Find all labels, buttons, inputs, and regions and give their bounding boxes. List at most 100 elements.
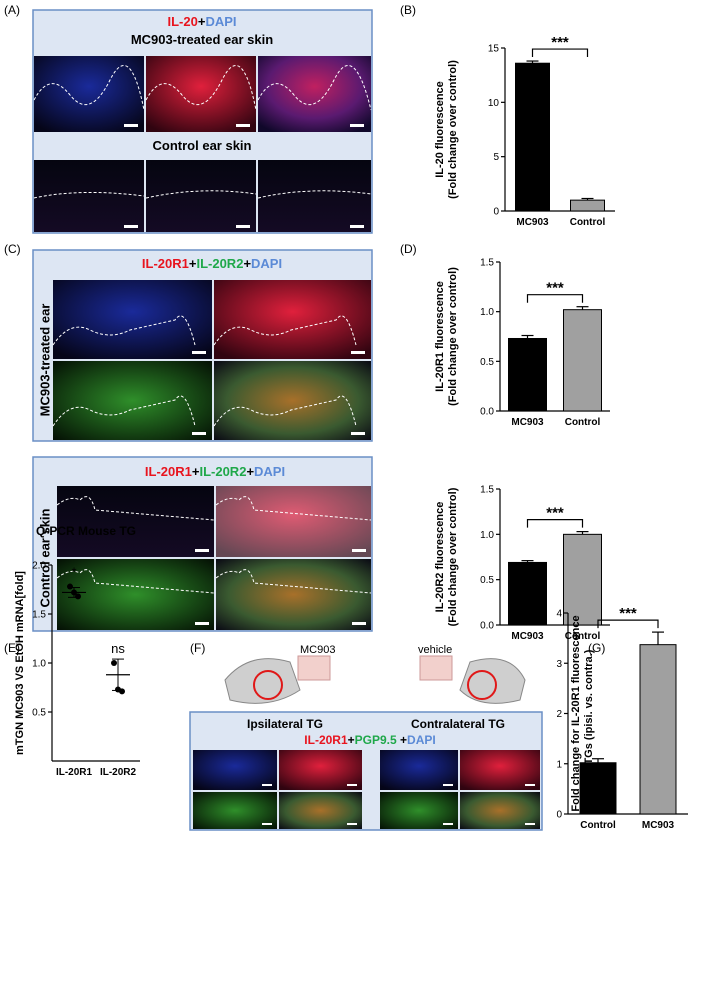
micrograph: [460, 750, 540, 790]
y-tick-label: 15: [488, 44, 500, 55]
y-axis-label: Fold change for IL-20R1 fluorescence: [570, 615, 582, 811]
panel-letter: (F): [190, 641, 205, 655]
micrograph: [146, 56, 256, 132]
significance-label: ***: [546, 505, 564, 522]
x-tick-label: MC903: [511, 631, 544, 642]
x-tick-label: MC903: [516, 217, 549, 228]
y-tick-label: 2.0: [32, 561, 46, 572]
stain-label: IL-20R1+IL-20R2+DAPI: [142, 256, 282, 271]
significance-label: *: [71, 565, 76, 580]
y-axis-label: IL-20R2 fluorescence: [434, 502, 446, 613]
x-tick-label: Control: [565, 631, 601, 642]
micrograph: [57, 559, 214, 630]
x-tick-label: MC903: [511, 417, 544, 428]
micrograph: [34, 160, 144, 232]
y-tick-label: 1: [556, 759, 562, 770]
y-tick-label: 1.0: [480, 307, 494, 318]
x-tick-label: Control: [565, 417, 601, 428]
stain-label: IL-20R1+IL-20R2+DAPI: [145, 464, 285, 479]
panel-letter: (C): [4, 242, 21, 256]
y-tick-label: 4: [556, 609, 562, 620]
scale-bars: [124, 124, 535, 825]
y-axis-label: (Fold change over control): [447, 487, 459, 626]
micrograph: [460, 792, 540, 829]
data-point: [119, 688, 125, 695]
significance-label: ***: [619, 605, 637, 622]
skin-illustration: [419, 655, 453, 681]
y-tick-label: 1.0: [480, 530, 494, 541]
column-label: Contralateral TG: [411, 717, 505, 731]
dashed-boundary: [33, 65, 372, 111]
condition-label: vehicle: [418, 644, 452, 656]
x-tick-label: MC903: [642, 820, 675, 831]
micrograph: [380, 750, 458, 790]
micrograph: [279, 750, 362, 790]
micrograph: [214, 361, 371, 440]
y-tick-label: 2: [556, 709, 562, 720]
y-tick-label: 1.5: [480, 258, 494, 269]
y-tick-label: 3: [556, 659, 562, 670]
mouse-illustration: [224, 658, 301, 704]
panel-letter: (E): [4, 641, 20, 655]
micrograph: [258, 56, 371, 132]
y-tick-label: 0: [556, 810, 562, 821]
y-tick-label: 1.5: [480, 485, 494, 496]
y-tick-label: 0.5: [480, 575, 494, 586]
y-tick-label: 0.5: [480, 357, 494, 368]
bar: [579, 762, 617, 815]
micrograph: [214, 280, 371, 359]
dashed-boundary: [33, 190, 372, 199]
row-label: MC903-treated ear skin: [131, 32, 273, 47]
mouse-illustration: [459, 658, 526, 704]
data-point: [111, 660, 117, 666]
dashed-boundary: [52, 315, 357, 427]
significance-label: ns: [111, 641, 125, 656]
significance-bracket: [531, 48, 589, 58]
micrograph: [258, 160, 371, 232]
y-tick-label: 0.0: [480, 621, 494, 632]
side-label: MC903-treated ear: [37, 304, 52, 417]
x-tick-label: IL-20R2: [100, 767, 137, 778]
bar: [563, 533, 602, 626]
panel-letter: (B): [400, 3, 416, 17]
y-tick-label: 1.5: [32, 610, 46, 621]
y-axis-label: (Fold change over control): [447, 60, 459, 199]
row-label: Control ear skin: [153, 138, 252, 153]
micrograph: [193, 750, 277, 790]
micrograph: [193, 792, 277, 829]
data-point: [67, 583, 73, 590]
y-axis-label: IL-20R1 fluorescence: [434, 281, 446, 392]
panel-letter: (G): [588, 641, 605, 655]
y-tick-label: 0.5: [32, 708, 46, 719]
stain-label: IL-20R1+PGP9.5 +DAPI: [304, 733, 435, 747]
skin-illustration: [297, 655, 331, 681]
micrograph: [216, 559, 371, 630]
y-tick-label: 1.0: [32, 659, 46, 670]
condition-label: MC903: [300, 644, 335, 656]
bar: [639, 644, 677, 815]
micrograph: [53, 361, 212, 440]
bar: [515, 62, 550, 212]
y-axis-label: in TGs (ipisi. vs. contra.): [583, 649, 595, 777]
panel-letter: (D): [400, 242, 417, 256]
highlight-circle: [253, 670, 283, 700]
column-label: Ipsilateral TG: [247, 717, 323, 731]
significance-bracket: [526, 519, 584, 528]
micrograph: [34, 56, 144, 132]
micrograph: [216, 486, 371, 557]
micrograph: [146, 160, 256, 232]
data-point: [75, 593, 81, 600]
bar: [508, 561, 547, 626]
highlight-circle: [467, 670, 497, 700]
y-axis-label: mTGN MC903 VS EtOH mRNA[fold]: [14, 571, 26, 755]
y-tick-label: 0: [493, 207, 499, 218]
significance-label: ***: [551, 34, 569, 51]
micrograph: [380, 792, 458, 829]
stain-label: IL-20+DAPI: [168, 14, 237, 29]
y-axis-label: (Fold change over control): [447, 267, 459, 406]
bar: [508, 337, 547, 412]
y-axis-label: IL-20 fluorescence: [434, 81, 446, 178]
y-tick-label: 5: [493, 152, 499, 163]
panel-letter: (A): [4, 3, 20, 17]
